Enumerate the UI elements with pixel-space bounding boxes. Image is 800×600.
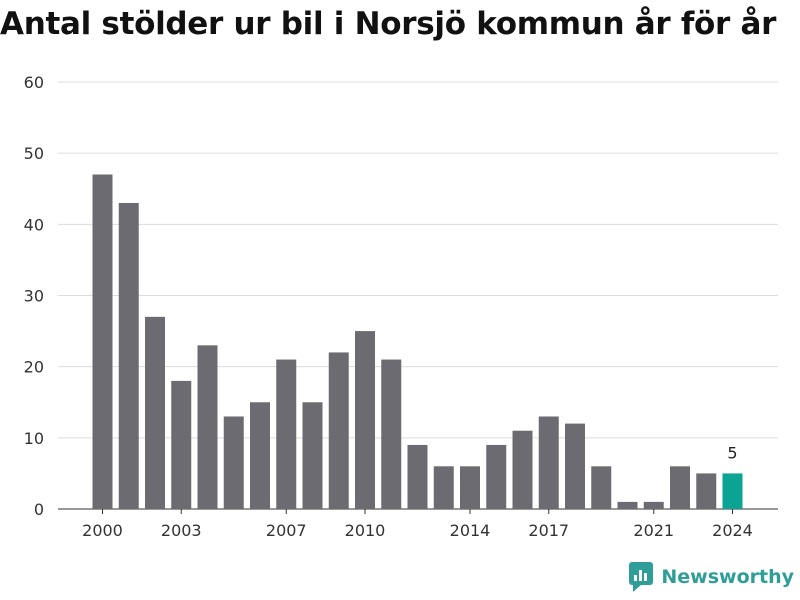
annotations: 5 (727, 443, 737, 462)
bar (460, 466, 480, 509)
bar (197, 345, 218, 509)
bar (381, 359, 402, 509)
bar (250, 402, 270, 509)
bar (407, 444, 428, 509)
bar (433, 466, 454, 509)
bar (486, 444, 507, 509)
bar (276, 359, 297, 509)
y-tick-label: 50 (24, 144, 44, 163)
newsworthy-brand: Newsworthy (629, 562, 794, 592)
y-tick-label: 20 (24, 358, 44, 377)
bar (617, 501, 638, 509)
x-tick-label: 2024 (712, 521, 753, 540)
x-tick-label: 2017 (528, 521, 569, 540)
bar (302, 402, 323, 509)
bar-value-label: 5 (727, 443, 737, 462)
bar (328, 352, 349, 509)
bar (512, 430, 533, 509)
y-tick-label: 60 (24, 73, 44, 92)
bar (538, 416, 559, 509)
bar (223, 416, 244, 509)
y-tick-label: 10 (24, 429, 44, 448)
brand-name: Newsworthy (661, 566, 794, 588)
bar (145, 316, 165, 509)
y-tick-label: 40 (24, 215, 44, 234)
x-tick-label: 2003 (161, 521, 202, 540)
chart-title: Antal stölder ur bil i Norsjö kommun år … (0, 6, 777, 42)
x-tick-label: 2021 (633, 521, 674, 540)
x-tick-label: 2007 (266, 521, 307, 540)
bar (591, 466, 612, 509)
newsworthy-logo-icon (629, 562, 654, 592)
bar (670, 466, 690, 509)
bar (565, 423, 585, 509)
bars (92, 174, 743, 509)
x-tick-label: 2010 (345, 521, 386, 540)
x-tick-label: 2000 (82, 521, 123, 540)
bar (92, 174, 113, 509)
bar (643, 501, 664, 509)
bar (696, 473, 717, 509)
x-tick-label: 2014 (450, 521, 491, 540)
y-tick-label: 30 (24, 287, 44, 306)
x-axis-ticks: 2000 2003 2007 2010 2014 2017 2021 2024 (82, 509, 753, 540)
bar (118, 202, 139, 509)
y-tick-label: 0 (34, 500, 44, 519)
bar-highlighted (722, 473, 743, 509)
bar (171, 380, 192, 509)
y-axis-ticks: 0 10 20 30 40 50 60 (24, 73, 44, 519)
bar (355, 331, 375, 509)
